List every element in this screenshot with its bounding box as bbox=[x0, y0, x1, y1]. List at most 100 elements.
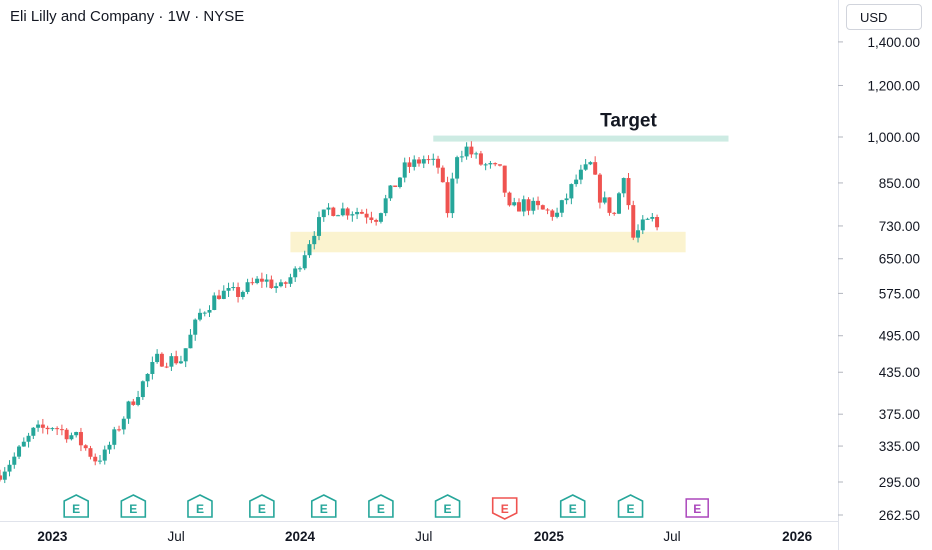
candle-body bbox=[478, 153, 483, 165]
candle-body bbox=[436, 158, 441, 168]
candle-body bbox=[417, 159, 421, 164]
candle-body bbox=[569, 184, 574, 199]
earnings-label: E bbox=[320, 502, 328, 516]
price-tick-label: 375.00 bbox=[879, 407, 920, 422]
price-tick-label: 730.00 bbox=[879, 219, 920, 234]
earnings-marker[interactable]: E bbox=[120, 494, 147, 518]
price-tick-label: 575.00 bbox=[879, 286, 920, 301]
price-tick-label: 650.00 bbox=[879, 252, 920, 267]
candle-body bbox=[297, 268, 302, 270]
candle-body bbox=[378, 213, 383, 222]
support-zone bbox=[290, 231, 686, 253]
candle-body bbox=[340, 208, 345, 216]
candle-body bbox=[126, 401, 131, 419]
earnings-marker[interactable]: E bbox=[559, 494, 586, 518]
candle-body bbox=[650, 217, 655, 219]
candle-body bbox=[326, 207, 331, 210]
candles-layer bbox=[0, 141, 660, 484]
candle-body bbox=[36, 424, 41, 428]
candle-body bbox=[331, 207, 336, 216]
earnings-marker[interactable]: E bbox=[310, 494, 337, 518]
candle-body bbox=[540, 205, 545, 210]
candle-body bbox=[555, 212, 560, 217]
earnings-marker[interactable]: E bbox=[685, 498, 709, 518]
price-axis[interactable]: 1,400.00 1,200.00 1,000.00 850.00 730.00 650.… bbox=[838, 35, 920, 523]
candle-body bbox=[112, 429, 117, 445]
time-tick-label: Jul bbox=[663, 529, 680, 544]
candle-body bbox=[440, 167, 445, 183]
time-tick-label: Jul bbox=[168, 529, 185, 544]
earnings-marker[interactable]: E bbox=[434, 494, 461, 518]
candle-body bbox=[69, 435, 74, 440]
price-tick-label: 335.00 bbox=[879, 439, 920, 454]
candle-body bbox=[483, 164, 488, 166]
time-tick-label: Jul bbox=[415, 529, 432, 544]
price-tick-label: 1,400.00 bbox=[867, 35, 920, 50]
earnings-marker[interactable]: E bbox=[63, 494, 89, 518]
time-axis[interactable]: 2023 Jul 2024 Jul 2025 Jul 2026 bbox=[37, 529, 812, 544]
candle-body bbox=[207, 309, 212, 313]
zones-layer bbox=[290, 135, 729, 253]
candle-body bbox=[397, 177, 402, 188]
candle-body bbox=[307, 244, 312, 256]
candle-body bbox=[536, 200, 541, 206]
candle-body bbox=[574, 179, 579, 185]
candle-body bbox=[240, 291, 245, 297]
candle-body bbox=[407, 162, 412, 167]
earnings-label: E bbox=[72, 502, 80, 516]
candle-body bbox=[312, 235, 317, 245]
price-tick-label: 1,200.00 bbox=[867, 78, 920, 93]
candle-body bbox=[345, 208, 350, 216]
candle-body bbox=[631, 205, 636, 238]
price-tick-label: 295.00 bbox=[879, 475, 920, 490]
candle-body bbox=[231, 287, 236, 289]
candle-body bbox=[626, 178, 631, 206]
candle-body bbox=[40, 424, 45, 428]
candle-body bbox=[259, 278, 264, 282]
candle-body bbox=[140, 381, 145, 398]
candle-body bbox=[445, 182, 450, 214]
candle-body bbox=[317, 217, 322, 236]
candle-body bbox=[0, 475, 2, 480]
candle-body bbox=[383, 198, 388, 214]
candle-body bbox=[26, 435, 31, 442]
candle-body bbox=[31, 427, 36, 436]
candle-body bbox=[550, 210, 555, 217]
earnings-label: E bbox=[258, 502, 266, 516]
earnings-marker[interactable]: E bbox=[187, 494, 213, 518]
candle-body bbox=[431, 158, 436, 160]
candle-body bbox=[145, 373, 150, 382]
earnings-marker[interactable]: E bbox=[617, 494, 644, 518]
candle-body bbox=[612, 212, 617, 214]
candle-body bbox=[640, 219, 645, 231]
candle-body bbox=[521, 199, 526, 212]
candle-body bbox=[269, 279, 274, 289]
price-tick-label: 262.50 bbox=[879, 508, 920, 523]
currency-selector[interactable]: USD bbox=[846, 4, 922, 30]
price-tick-label: 435.00 bbox=[879, 365, 920, 380]
candle-body bbox=[183, 348, 188, 362]
earnings-marker[interactable]: E bbox=[368, 494, 394, 518]
earnings-marker[interactable]: E bbox=[491, 497, 518, 520]
candle-body bbox=[402, 162, 407, 178]
candle-body bbox=[302, 255, 307, 269]
candle-body bbox=[131, 401, 136, 405]
candle-body bbox=[364, 213, 369, 218]
candle-body bbox=[21, 441, 26, 447]
candle-body bbox=[202, 312, 207, 314]
candle-body bbox=[212, 295, 217, 310]
price-tick-label: 850.00 bbox=[879, 176, 920, 191]
candle-body bbox=[564, 198, 569, 201]
candle-body bbox=[17, 446, 22, 457]
earnings-marker[interactable]: E bbox=[249, 494, 275, 518]
candle-body bbox=[93, 456, 98, 462]
candle-body bbox=[526, 199, 531, 211]
time-tick-label: 2025 bbox=[534, 529, 565, 544]
candle-body bbox=[150, 362, 155, 374]
earnings-label: E bbox=[129, 502, 137, 516]
candle-body bbox=[283, 282, 288, 284]
candle-body bbox=[421, 159, 426, 164]
